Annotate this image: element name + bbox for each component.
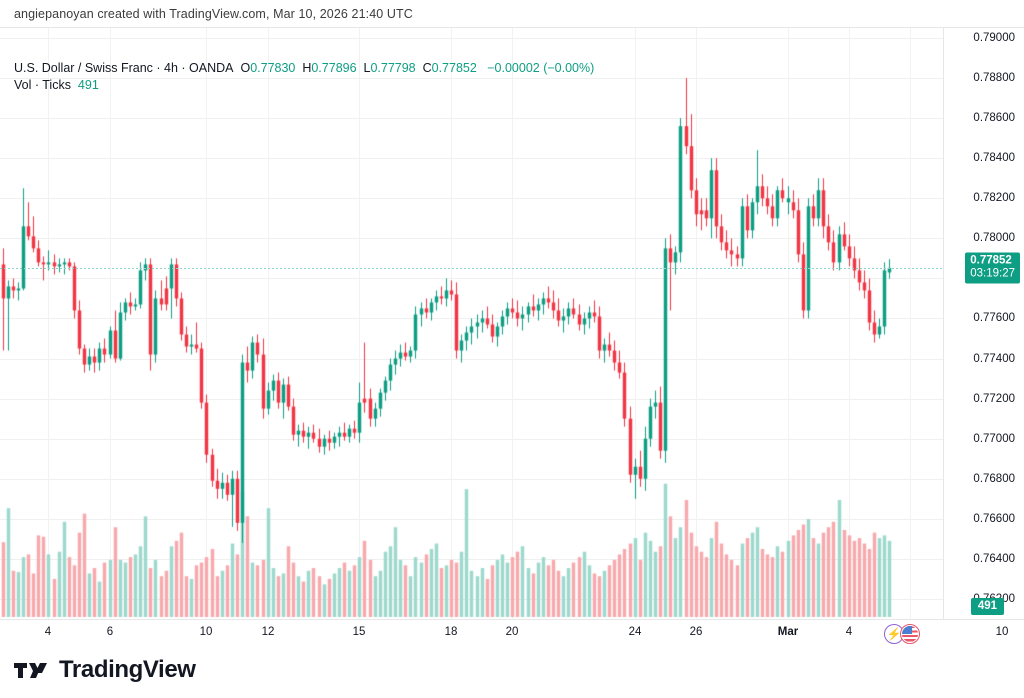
time-axis-tick: 4 (44, 626, 52, 638)
time-axis-tick: 6 (106, 626, 114, 638)
time-axis-tick: 15 (352, 626, 366, 638)
tradingview-logo[interactable]: TradingView (14, 658, 196, 682)
chart-legend: U.S. Dollar / Swiss Franc · 4h · OANDA O… (14, 61, 594, 93)
legend-high-label: H (302, 61, 312, 75)
legend-open-label: O (240, 61, 251, 75)
legend-high-value: 0.77896 (311, 61, 357, 75)
chart-status-badges: ⚡ (884, 624, 920, 644)
price-axis-tick: 0.76400 (973, 552, 1015, 565)
us-flag-icon[interactable] (900, 624, 920, 644)
price-axis-tick: 0.77000 (973, 432, 1015, 445)
chart-plot-area[interactable] (0, 28, 943, 619)
time-axis-tick: 18 (444, 626, 458, 638)
chart-footer: TradingView (0, 645, 1024, 698)
legend-sep-1: · (152, 61, 165, 75)
legend-sep-2: · (177, 61, 190, 75)
candlestick-series-canvas[interactable] (0, 28, 943, 619)
price-axis-tick: 0.77200 (973, 392, 1015, 405)
legend-open-value: 0.77830 (250, 61, 296, 75)
tradingview-brand-text: TradingView (59, 656, 196, 683)
legend-change: −0.00002 (−0.00%) (487, 61, 595, 75)
price-axis-tick: 0.77600 (973, 312, 1015, 325)
chart-frame: U.S. Dollar / Swiss Franc · 4h · OANDA O… (0, 27, 1024, 645)
current-price-line (0, 268, 943, 269)
legend-low-value: 0.77798 (370, 61, 416, 75)
current-price-badge[interactable]: 0.77852 03:19:27 (965, 252, 1020, 284)
current-price-value: 0.77852 (970, 254, 1012, 267)
price-axis-tick: 0.78800 (973, 72, 1015, 85)
time-axis-tick: 20 (505, 626, 519, 638)
bar-countdown: 03:19:27 (970, 267, 1015, 280)
tradingview-logo-icon (14, 662, 47, 678)
legend-volume-value: 491 (77, 77, 99, 92)
legend-low-label: L (363, 61, 371, 75)
price-axis-tick: 0.79000 (973, 32, 1015, 45)
legend-exchange: OANDA (189, 61, 234, 75)
time-axis-tick: 10 (199, 626, 213, 638)
price-axis-tick: 0.76800 (973, 472, 1015, 485)
price-axis-tick: 0.78000 (973, 232, 1015, 245)
volume-badge[interactable]: 491 (970, 598, 1004, 615)
time-axis-tick: Mar (777, 626, 799, 638)
time-axis-tick: 26 (689, 626, 703, 638)
us-flag-glyph (902, 626, 918, 642)
legend-interval[interactable]: 4h (164, 61, 178, 75)
legend-volume-label[interactable]: Vol · Ticks (14, 77, 71, 92)
time-axis-tick: 24 (628, 626, 642, 638)
lightning-glyph: ⚡ (886, 627, 902, 641)
attribution-text: angiepanoyan created with TradingView.co… (14, 7, 413, 21)
lightning-icon[interactable]: ⚡ (884, 624, 904, 644)
legend-close-label: C (422, 61, 432, 75)
time-axis-tick: 10 (995, 626, 1009, 638)
legend-volume-row: Vol · Ticks 491 (14, 78, 594, 94)
legend-main-row: U.S. Dollar / Swiss Franc · 4h · OANDA O… (14, 61, 594, 77)
price-axis[interactable]: 0.79000 0.78800 0.78600 0.78400 0.78200 0.780… (943, 28, 1024, 619)
price-axis-tick: 0.78200 (973, 192, 1015, 205)
legend-close-value: 0.77852 (431, 61, 477, 75)
legend-symbol[interactable]: U.S. Dollar / Swiss Franc (14, 61, 153, 75)
price-axis-tick: 0.78400 (973, 152, 1015, 165)
time-axis-tick: 4 (845, 626, 853, 638)
flag-canton (902, 626, 912, 634)
price-axis-tick: 0.78600 (973, 112, 1015, 125)
time-axis[interactable]: 4610121518202426Mar461012 (0, 619, 1024, 646)
time-axis-tick: 12 (261, 626, 275, 638)
price-axis-tick: 0.76600 (973, 512, 1015, 525)
price-axis-tick: 0.77400 (973, 352, 1015, 365)
